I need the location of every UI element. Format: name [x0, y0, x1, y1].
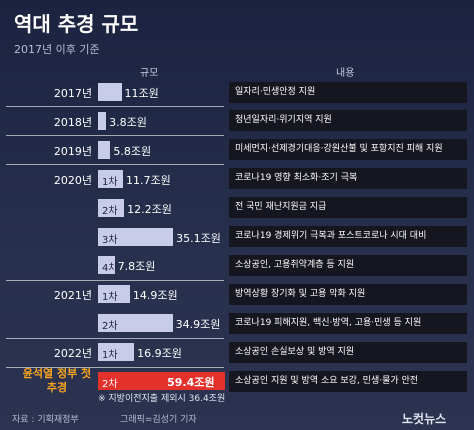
bar	[98, 140, 111, 159]
bar	[98, 256, 115, 275]
bar	[98, 111, 107, 130]
value-label: 14.9조원	[132, 289, 178, 303]
year-label: 2018년	[53, 115, 92, 129]
description-header: 내용	[336, 68, 355, 79]
description: 소상공인 지원 및 방역 소요 보강, 민생·물가 안전	[229, 370, 467, 392]
bar	[98, 285, 130, 304]
separator	[6, 279, 224, 281]
description: 코로나19 영향 최소화·조기 극복	[229, 168, 467, 190]
bar	[98, 372, 226, 390]
value-label: 5.8조원	[113, 144, 152, 158]
bar	[98, 83, 122, 101]
value-label: 3.8조원	[109, 115, 147, 129]
year-label: 2019년	[53, 144, 92, 158]
note: ※ 지방이전지출 제외시 36.4조원	[98, 394, 226, 404]
round-label: 3차	[102, 234, 118, 246]
description: 소상공인, 고용취약계층 등 지원	[229, 254, 467, 276]
value-label: 16.9조원	[137, 347, 182, 361]
separator	[6, 135, 224, 137]
description: 코로나19 경제위기 극복과 포스트코로나 시대 대비	[229, 226, 467, 247]
value-label: 12.2조원	[127, 202, 172, 216]
round-label: 1차	[102, 176, 118, 188]
bar	[98, 169, 124, 188]
description: 코로나19 피해지원, 백신·방역, 고용·민생 등 지원	[229, 312, 467, 334]
year-label: 2021년	[53, 289, 92, 303]
value-label: 35.1조원	[176, 231, 221, 245]
value-label: 11조원	[124, 87, 159, 100]
round-label: 2차	[102, 321, 118, 333]
round-label: 1차	[102, 350, 118, 362]
description: 일자리·민생안정 지원	[229, 81, 467, 103]
value-label: 34.9조원	[175, 318, 221, 332]
bar	[98, 198, 125, 217]
separator	[6, 366, 224, 368]
description: 미세먼지·선제경기대응·강원산불 및 포항지진 피해 지원	[229, 139, 467, 161]
year-label: 윤석열 정부 첫 추경	[22, 367, 92, 394]
logo: 노컷뉴스	[402, 412, 447, 426]
year-label: 2020년	[53, 173, 92, 187]
value-header: 규모	[140, 68, 159, 79]
description: 방역상황 장기화 및 고용 악화 지원	[229, 283, 467, 305]
bar	[98, 343, 135, 362]
separator	[6, 164, 224, 166]
credit: 그래픽=김성기 기자	[120, 415, 197, 425]
value-label: 7.8조원	[117, 260, 156, 274]
round-label: 4차	[102, 263, 118, 275]
bar	[98, 314, 173, 333]
round-label: 2차	[102, 205, 118, 217]
year-label: 2022년	[53, 347, 92, 361]
bar	[98, 227, 174, 246]
round-label: 2차	[102, 379, 118, 390]
subtitle: 2017년 이후 기준	[14, 43, 100, 56]
title: 역대 추경 규모	[14, 12, 139, 36]
value-label: 11.7조원	[126, 173, 171, 187]
description: 전 국민 재난지원금 지급	[229, 197, 467, 219]
separator	[6, 337, 224, 339]
value-label: 59.4조원	[167, 376, 215, 389]
separator	[6, 106, 224, 108]
source: 자료 : 기획재정부	[12, 415, 79, 425]
round-label: 1차	[102, 292, 118, 304]
year-label: 2017년	[53, 87, 92, 100]
description: 소상공인 손실보상 및 방역 지원	[229, 341, 467, 363]
description: 청년일자리·위기지역 지원	[229, 110, 467, 132]
